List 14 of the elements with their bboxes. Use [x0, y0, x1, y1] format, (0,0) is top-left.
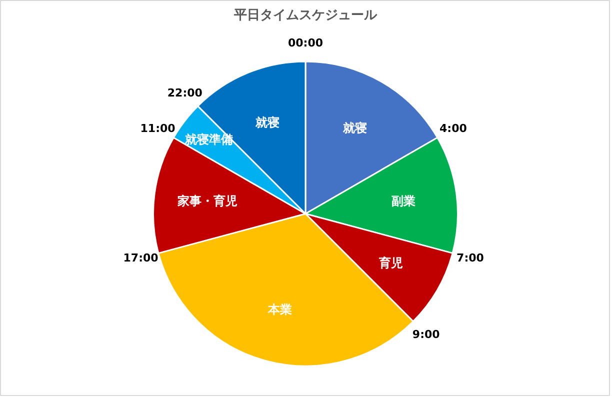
text: 17:00 [123, 251, 159, 264]
text: 11:00 [140, 122, 176, 135]
slice-label: 就寝 [254, 115, 280, 130]
text: 00:00 [288, 36, 324, 50]
slice-label: 家事・育児 [176, 194, 238, 208]
slice-label: 就寝 [342, 121, 367, 135]
slice-label: 副業 [392, 194, 416, 208]
slice-label: 本業 [266, 302, 292, 316]
text: 7:00 [456, 251, 484, 264]
chart-title: 平日タイムスケジュール [233, 8, 378, 24]
slice-label: 育児 [378, 256, 404, 270]
text: 22:00 [167, 86, 203, 100]
text: 9:00 [412, 328, 440, 341]
text: 4:00 [440, 122, 468, 135]
